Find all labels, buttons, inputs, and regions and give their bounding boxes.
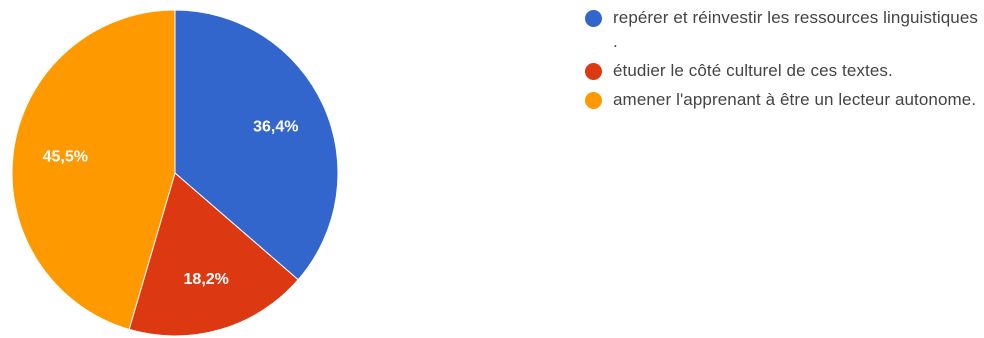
legend-label: étudier le côté culturel de ces textes. [613, 61, 893, 80]
legend-item[interactable]: amener l'apprenant à être un lecteur aut… [585, 88, 980, 112]
legend-swatch-icon [585, 10, 602, 27]
chart-legend: repérer et réinvestir les ressources lin… [585, 6, 980, 117]
legend-item[interactable]: étudier le côté culturel de ces textes. [585, 59, 980, 83]
pie-plot: 36,4% 18,2% 45,5% [11, 9, 339, 337]
legend-swatch-icon [585, 63, 602, 80]
slice-data-label: 18,2% [184, 271, 229, 288]
legend-item[interactable]: repérer et réinvestir les ressources lin… [585, 6, 980, 54]
legend-swatch-icon [585, 92, 602, 109]
pie-slice[interactable] [174, 9, 339, 281]
pie-slice[interactable] [128, 172, 299, 337]
legend-label: repérer et réinvestir les ressources lin… [613, 8, 978, 51]
slice-data-label: 45,5% [43, 149, 88, 166]
pie-slice[interactable] [11, 9, 176, 331]
slice-data-label: 36,4% [253, 118, 298, 135]
legend-label: amener l'apprenant à être un lecteur aut… [613, 90, 977, 109]
